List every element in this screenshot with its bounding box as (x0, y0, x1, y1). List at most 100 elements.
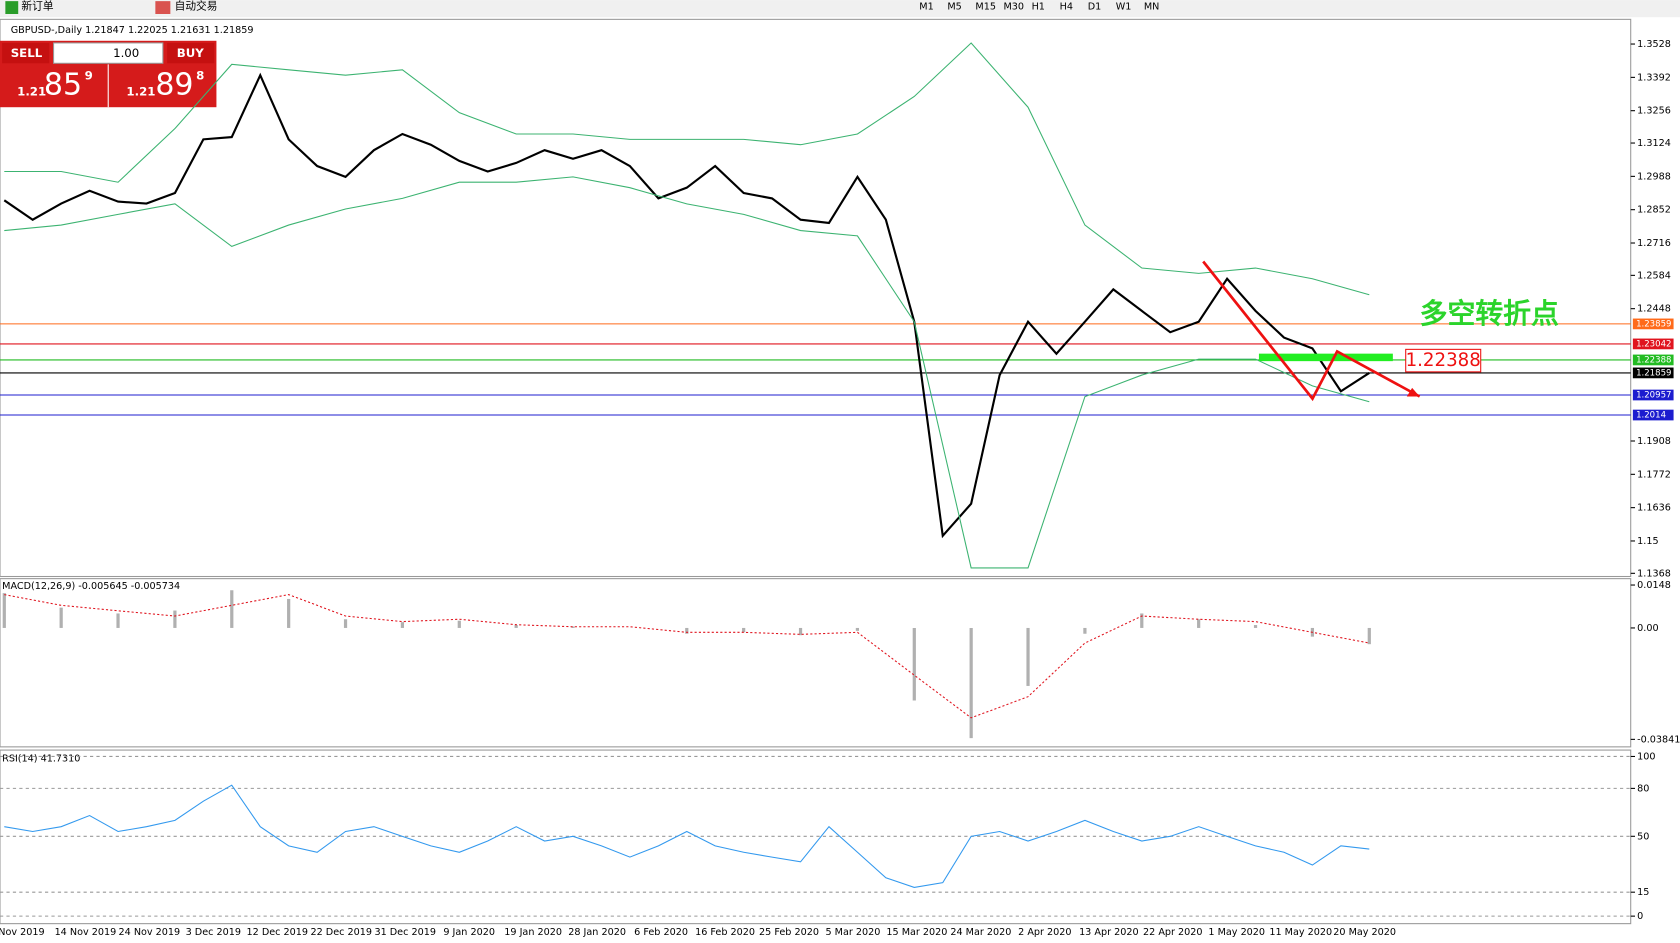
x-tick-label: 5 Mar 2020 (826, 927, 881, 938)
period-button[interactable]: M15 (975, 1, 996, 12)
period-button[interactable]: M5 (947, 1, 961, 12)
green-zone (1258, 353, 1393, 362)
y-tick-label: 1.2448 (1637, 304, 1671, 315)
plot: 1.3528 1.3392 1.3256 1.3124 1.2988 1.2852 1.27… (0, 39, 1680, 938)
price-series (3, 72, 1370, 539)
annotation: 多空转折点 (1420, 297, 1559, 330)
x-tick-label: 24 Mar 2020 (950, 927, 1011, 938)
y-tick-label: 1.2584 (1637, 270, 1671, 281)
bid-mid[interactable]: 85 (44, 67, 82, 102)
level-box (1632, 367, 1674, 379)
y-tick-label: 1.1772 (1637, 469, 1671, 480)
y-tick-label: 15 (1637, 887, 1649, 898)
x-tick-label: 3 Dec 2019 (186, 927, 241, 938)
x-tick-label: 2 Apr 2020 (1018, 927, 1071, 938)
period-button[interactable]: H1 (1032, 1, 1045, 12)
x-tick-label: 22 Apr 2020 (1143, 927, 1203, 938)
y-tick-label: 1.2852 (1637, 205, 1671, 216)
ask-big[interactable]: 1.21 (126, 85, 155, 99)
y-tick-label: 50 (1637, 831, 1649, 842)
level-label: 1.20957 (1636, 391, 1671, 401)
buy-label[interactable]: BUY (177, 46, 205, 60)
x-tick-label: 12 Dec 2019 (247, 927, 309, 938)
x-tick-label: 1 May 2020 (1208, 927, 1265, 938)
ask-small[interactable]: 8 (196, 69, 204, 83)
level-box (1632, 389, 1674, 401)
y-tick-label: 1.3256 (1637, 106, 1671, 117)
main-frame (0, 18, 1632, 578)
period-bar: M1 M5 M15 M30 H1 H4 D1 W1 MN (919, 1, 1159, 12)
trend-arrow (1202, 260, 1421, 402)
x-tick-label: 31 Dec 2019 (374, 927, 436, 938)
y-tick-label: 1.1636 (1637, 503, 1671, 514)
y-tick-label: 0.00 (1637, 623, 1658, 634)
y-tick-label: 1.15 (1637, 536, 1658, 547)
level-box (1632, 318, 1674, 330)
x-tick-label: 11 May 2020 (1269, 927, 1332, 938)
auto-trading[interactable]: 自动交易 (175, 0, 218, 12)
y-tick-label: 1.3124 (1637, 138, 1671, 149)
period-button[interactable]: MN (1144, 1, 1160, 12)
period-button[interactable]: M1 (919, 1, 933, 12)
level-label: 1.23859 (1636, 319, 1671, 329)
new-order-icon[interactable] (5, 1, 19, 14)
y-tick-label: 0 (1637, 911, 1643, 922)
level-label: 1.22388 (1636, 355, 1671, 365)
price-box (1405, 348, 1482, 373)
y-tick-label: 0.0148 (1637, 580, 1671, 591)
y-tick-label: 1.1908 (1637, 436, 1671, 447)
y-tick-label: 80 (1637, 783, 1649, 794)
arrow-head (1406, 387, 1420, 397)
buy-button[interactable] (167, 42, 215, 64)
y-tick-label: 1.2716 (1637, 238, 1671, 249)
level-box (1632, 338, 1674, 350)
toolbar (0, 0, 1680, 18)
price-series (4, 42, 1370, 296)
x-tick-label: 6 Feb 2020 (634, 927, 688, 938)
bid-big[interactable]: 1.21 (17, 85, 46, 99)
y-tick-label: 1.3528 (1637, 39, 1671, 50)
sell-button[interactable] (2, 42, 50, 64)
y-tick-label: 1.1368 (1637, 568, 1671, 579)
lot-value[interactable]: 1.00 (113, 46, 139, 60)
period-button[interactable]: D1 (1088, 1, 1102, 12)
period-button[interactable]: W1 (1116, 1, 1132, 12)
price-box-label: 1.22388 (1406, 350, 1481, 371)
lot-input[interactable] (53, 42, 164, 64)
y-tick-label: 1.3392 (1637, 72, 1671, 83)
chart-header: GBPUSD-,Daily 1.21847 1.22025 1.21631 1.… (11, 25, 254, 36)
y-tick-label: 1.2988 (1637, 171, 1671, 182)
signal-line (4, 594, 1370, 719)
period-button[interactable]: H4 (1060, 1, 1073, 12)
price-series (4, 176, 1370, 569)
x-tick-label: 19 Jan 2020 (504, 927, 562, 938)
x-tick-label: 16 Feb 2020 (695, 927, 755, 938)
trade-panel: SELL 1.00 BUY 1.21 85 9 1.21 89 8 (0, 40, 217, 108)
new-order[interactable]: 新订单 (21, 0, 53, 12)
macd-header: MACD(12,26,9) -0.005645 -0.005734 (2, 581, 180, 592)
rsi-header: RSI(14) 41.7310 (2, 754, 80, 765)
macd-frame (0, 578, 1632, 748)
rsi-frame (0, 749, 1632, 925)
x-tick-label: 28 Jan 2020 (568, 927, 626, 938)
sell-label[interactable]: SELL (11, 46, 43, 60)
auto-trading-icon[interactable] (155, 1, 171, 14)
x-tick-label: Nov 2019 (0, 927, 45, 938)
level-label: 1.21859 (1636, 368, 1671, 378)
x-tick-label: 15 Mar 2020 (886, 927, 947, 938)
ask-mid[interactable]: 89 (155, 67, 193, 102)
x-tick-label: 9 Jan 2020 (443, 927, 495, 938)
level-box (1632, 354, 1674, 366)
x-tick-label: 24 Nov 2019 (119, 927, 181, 938)
x-tick-label: 20 May 2020 (1333, 927, 1396, 938)
period-button[interactable]: M30 (1004, 1, 1025, 12)
x-tick-label: 14 Nov 2019 (55, 927, 117, 938)
x-tick-label: 13 Apr 2020 (1079, 927, 1139, 938)
y-tick-label: -0.038415 (1637, 734, 1680, 745)
bid-small[interactable]: 9 (85, 69, 93, 83)
x-tick-label: 22 Dec 2019 (311, 927, 372, 938)
rsi-line (4, 784, 1370, 888)
level-label: 1.2014 (1636, 411, 1666, 421)
